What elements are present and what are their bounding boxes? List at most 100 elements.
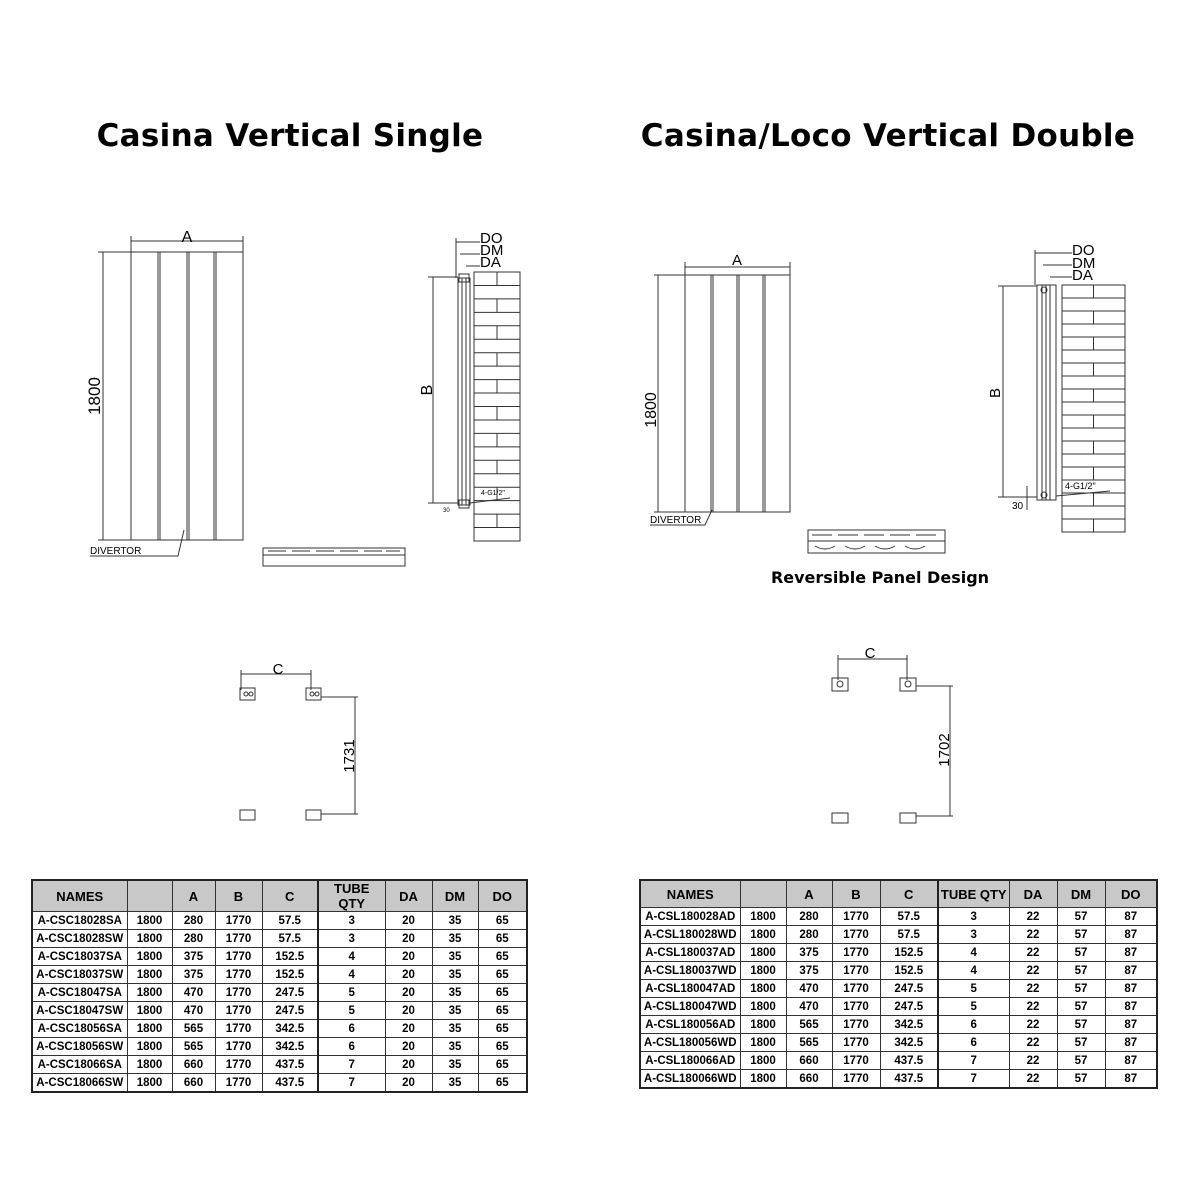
value-cell: 5 (317, 1001, 386, 1020)
model-name-cell: A-CSC18028SA (31, 911, 128, 930)
value-cell: 1800 (739, 1015, 787, 1034)
value-cell: 1770 (831, 979, 881, 998)
value-cell: 57 (1056, 979, 1106, 998)
value-cell: 1770 (214, 1019, 263, 1038)
single-b-label: B (419, 385, 436, 396)
value-cell: 22 (1008, 1069, 1058, 1089)
value-cell: 22 (1008, 1033, 1058, 1052)
table-row: A-CSC18037SA 1800 375 1770 152.5 4 20 35 65 (31, 947, 528, 966)
reversible-panel-label: Reversible Panel Design (771, 568, 989, 587)
value-cell: 57.5 (261, 929, 319, 948)
single-da-label: DA (480, 254, 501, 271)
model-name-cell: A-CSC18066SW (31, 1073, 128, 1093)
value-cell: 6 (317, 1037, 386, 1056)
column-header: DA (1008, 879, 1058, 908)
table-header-row: NAMES A B C TUBE QTY DA DM DO (639, 879, 1158, 908)
value-cell: 1770 (214, 911, 263, 930)
single-pipe-height-label: 1731 (341, 739, 358, 772)
value-cell: 3 (937, 907, 1010, 926)
table-row: A-CSL180028AD 1800 280 1770 57.5 3 22 57 87 (639, 907, 1158, 926)
value-cell: 4 (937, 961, 1010, 980)
value-cell: 342.5 (879, 1033, 939, 1052)
value-cell: 35 (431, 911, 479, 930)
value-cell: 87 (1104, 925, 1158, 944)
value-cell: 65 (477, 1073, 528, 1093)
value-cell: 65 (477, 1001, 528, 1020)
single-bottom-view (262, 547, 406, 567)
column-header: C (879, 879, 939, 908)
value-cell: 1800 (739, 943, 787, 962)
single-offset-label: 30 (443, 508, 450, 514)
table-row: A-CSC18066SW 1800 660 1770 437.5 7 20 35 65 (31, 1073, 528, 1093)
value-cell: 65 (477, 929, 528, 948)
model-name-cell: A-CSC18047SA (31, 983, 128, 1002)
column-header: DA (384, 879, 433, 912)
value-cell: 20 (384, 1073, 433, 1093)
value-cell: 1770 (831, 1015, 881, 1034)
table-row: A-CSC18047SW 1800 470 1770 247.5 5 20 35 65 (31, 1001, 528, 1020)
model-name-cell: A-CSL180047WD (639, 997, 741, 1016)
model-name-cell: A-CSL180047AD (639, 979, 741, 998)
value-cell: 280 (785, 925, 833, 944)
model-name-cell: A-CSL180056AD (639, 1015, 741, 1034)
column-header: TUBE QTY (317, 879, 386, 912)
value-cell: 1800 (739, 997, 787, 1016)
value-cell: 152.5 (261, 947, 319, 966)
column-header (739, 879, 787, 908)
value-cell: 1800 (126, 1019, 173, 1038)
value-cell: 5 (317, 983, 386, 1002)
table-row: A-CSL180028WD 1800 280 1770 57.5 3 22 57 87 (639, 925, 1158, 944)
brick-wall (1061, 284, 1126, 533)
value-cell: 1800 (126, 1073, 173, 1093)
value-cell: 280 (171, 929, 216, 948)
model-name-cell: A-CSL180028WD (639, 925, 741, 944)
value-cell: 87 (1104, 1015, 1158, 1034)
value-cell: 65 (477, 911, 528, 930)
double-connection-label: 4-G1/2" (1065, 481, 1096, 491)
value-cell: 35 (431, 1055, 479, 1074)
value-cell: 342.5 (261, 1019, 319, 1038)
double-c-label: C (865, 645, 876, 662)
value-cell: 1800 (126, 965, 173, 984)
table-row: A-CSC18047SA 1800 470 1770 247.5 5 20 35 65 (31, 983, 528, 1002)
value-cell: 152.5 (879, 961, 939, 980)
value-cell: 22 (1008, 979, 1058, 998)
single-title: Casina Vertical Single (96, 118, 484, 154)
value-cell: 57.5 (879, 907, 939, 926)
value-cell: 1770 (214, 929, 263, 948)
column-header: B (831, 879, 881, 908)
value-cell: 4 (937, 943, 1010, 962)
value-cell: 57 (1056, 997, 1106, 1016)
single-width-label: A (182, 229, 193, 246)
double-title: Casina/Loco Vertical Double (640, 118, 1136, 154)
model-name-cell: A-CSC18056SW (31, 1037, 128, 1056)
value-cell: 1800 (739, 1051, 787, 1070)
value-cell: 3 (317, 911, 386, 930)
value-cell: 20 (384, 1019, 433, 1038)
model-name-cell: A-CSL180056WD (639, 1033, 741, 1052)
value-cell: 65 (477, 983, 528, 1002)
column-header: B (214, 879, 263, 912)
value-cell: 87 (1104, 961, 1158, 980)
value-cell: 65 (477, 947, 528, 966)
value-cell: 437.5 (879, 1069, 939, 1089)
single-pipe-centres: C 1731 (239, 661, 358, 821)
single-do-label: DO (480, 230, 503, 247)
value-cell: 1770 (214, 983, 263, 1002)
value-cell: 565 (785, 1033, 833, 1052)
value-cell: 57 (1056, 961, 1106, 980)
value-cell: 5 (937, 979, 1010, 998)
value-cell: 20 (384, 947, 433, 966)
model-name-cell: A-CSL180037WD (639, 961, 741, 980)
value-cell: 437.5 (261, 1073, 319, 1093)
single-dm-label: DM (480, 242, 503, 259)
value-cell: 20 (384, 929, 433, 948)
value-cell: 375 (171, 965, 216, 984)
value-cell: 87 (1104, 1069, 1158, 1089)
value-cell: 87 (1104, 979, 1158, 998)
column-header: DO (1104, 879, 1158, 908)
column-header (126, 879, 173, 912)
value-cell: 35 (431, 983, 479, 1002)
value-cell: 1770 (831, 1051, 881, 1070)
value-cell: 470 (171, 983, 216, 1002)
